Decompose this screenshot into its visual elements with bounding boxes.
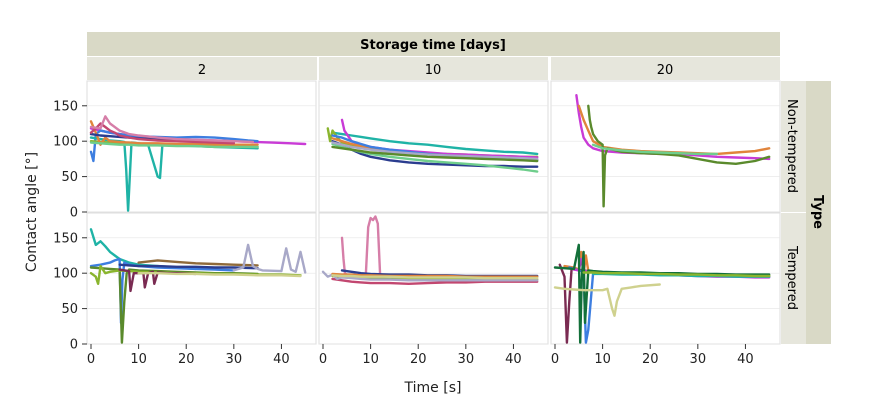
y-tick-label: 100 — [53, 267, 78, 282]
y-tick-label: 50 — [61, 302, 78, 317]
axes-layer: 0 50 100 150 0 50 100 150 0 10 20 30 40 0 10 20 30 40 0 10 2… — [53, 99, 754, 367]
x-tick-label: 40 — [273, 352, 290, 367]
facet-col-title-strip — [87, 32, 780, 56]
series-line-r0-c1-8 — [331, 145, 539, 163]
series-line-r0-c0-8 — [89, 141, 259, 149]
series-line-r1-c1-6 — [331, 274, 539, 280]
row-strip-2 — [781, 213, 806, 344]
col-strip-1 — [87, 57, 317, 80]
col-label-2: 10 — [425, 63, 442, 78]
series-line-r1-c2-4 — [553, 243, 771, 344]
series-line-r1-c0-5 — [137, 259, 259, 267]
series-line-r1-c2-7 — [582, 271, 771, 278]
series-line-r0-c1-0 — [331, 131, 539, 156]
row-strip-1 — [781, 81, 806, 212]
x-tick-label: 0 — [551, 352, 559, 367]
x-tick-label: 20 — [642, 352, 659, 367]
series-line-r1-c1-5 — [331, 272, 539, 278]
series-line-r0-c0-7 — [89, 115, 255, 144]
row-label-2: Tempered — [784, 245, 799, 310]
series-line-r1-c0-8 — [137, 272, 302, 278]
x-tick-label: 40 — [737, 352, 754, 367]
x-tick-label: 20 — [178, 352, 195, 367]
y-tick-label: 0 — [70, 206, 78, 221]
series-line-r1-c0-1 — [89, 257, 236, 324]
y-tick-label: 100 — [53, 135, 78, 150]
x-tick-label: 0 — [87, 352, 95, 367]
x-tick-label: 20 — [410, 352, 427, 367]
x-tick-label: 40 — [505, 352, 522, 367]
col-strip-3 — [551, 57, 780, 80]
x-tick-label: 30 — [690, 352, 707, 367]
y-axis-title: Contact angle [°] — [24, 152, 40, 272]
x-tick-label: 10 — [594, 352, 611, 367]
series-line-r1-c1-4 — [321, 270, 539, 282]
x-tick-label: 10 — [362, 352, 379, 367]
series-line-r1-c0-7 — [232, 243, 307, 274]
x-tick-label: 0 — [319, 352, 327, 367]
col-label-1: 2 — [198, 63, 206, 78]
y-tick-label: 150 — [53, 99, 78, 114]
series-line-r0-c2-3 — [591, 143, 719, 156]
series-line-r0-c1-7 — [331, 141, 539, 161]
row-label-1: Non-tempered — [784, 99, 799, 193]
series-line-r1-c0-6 — [118, 263, 259, 270]
y-tick-label: 150 — [53, 231, 78, 246]
facet-row-title: Type — [810, 195, 825, 229]
x-tick-label: 30 — [458, 352, 475, 367]
series-line-r1-c2-5 — [553, 283, 661, 317]
col-strip-2 — [319, 57, 548, 80]
y-tick-label: 0 — [70, 338, 78, 353]
col-label-3: 20 — [657, 63, 674, 78]
x-axis-title: Time [s] — [404, 380, 462, 396]
facet-row-title-strip — [806, 81, 831, 344]
y-tick-label: 50 — [61, 170, 78, 185]
x-tick-label: 10 — [130, 352, 147, 367]
facet-col-title: Storage time [days] — [360, 38, 506, 53]
series-line-r1-c1-1 — [331, 277, 539, 285]
panels-layer — [86, 80, 781, 345]
panel-r0-c2 — [550, 80, 781, 213]
x-tick-label: 30 — [226, 352, 243, 367]
